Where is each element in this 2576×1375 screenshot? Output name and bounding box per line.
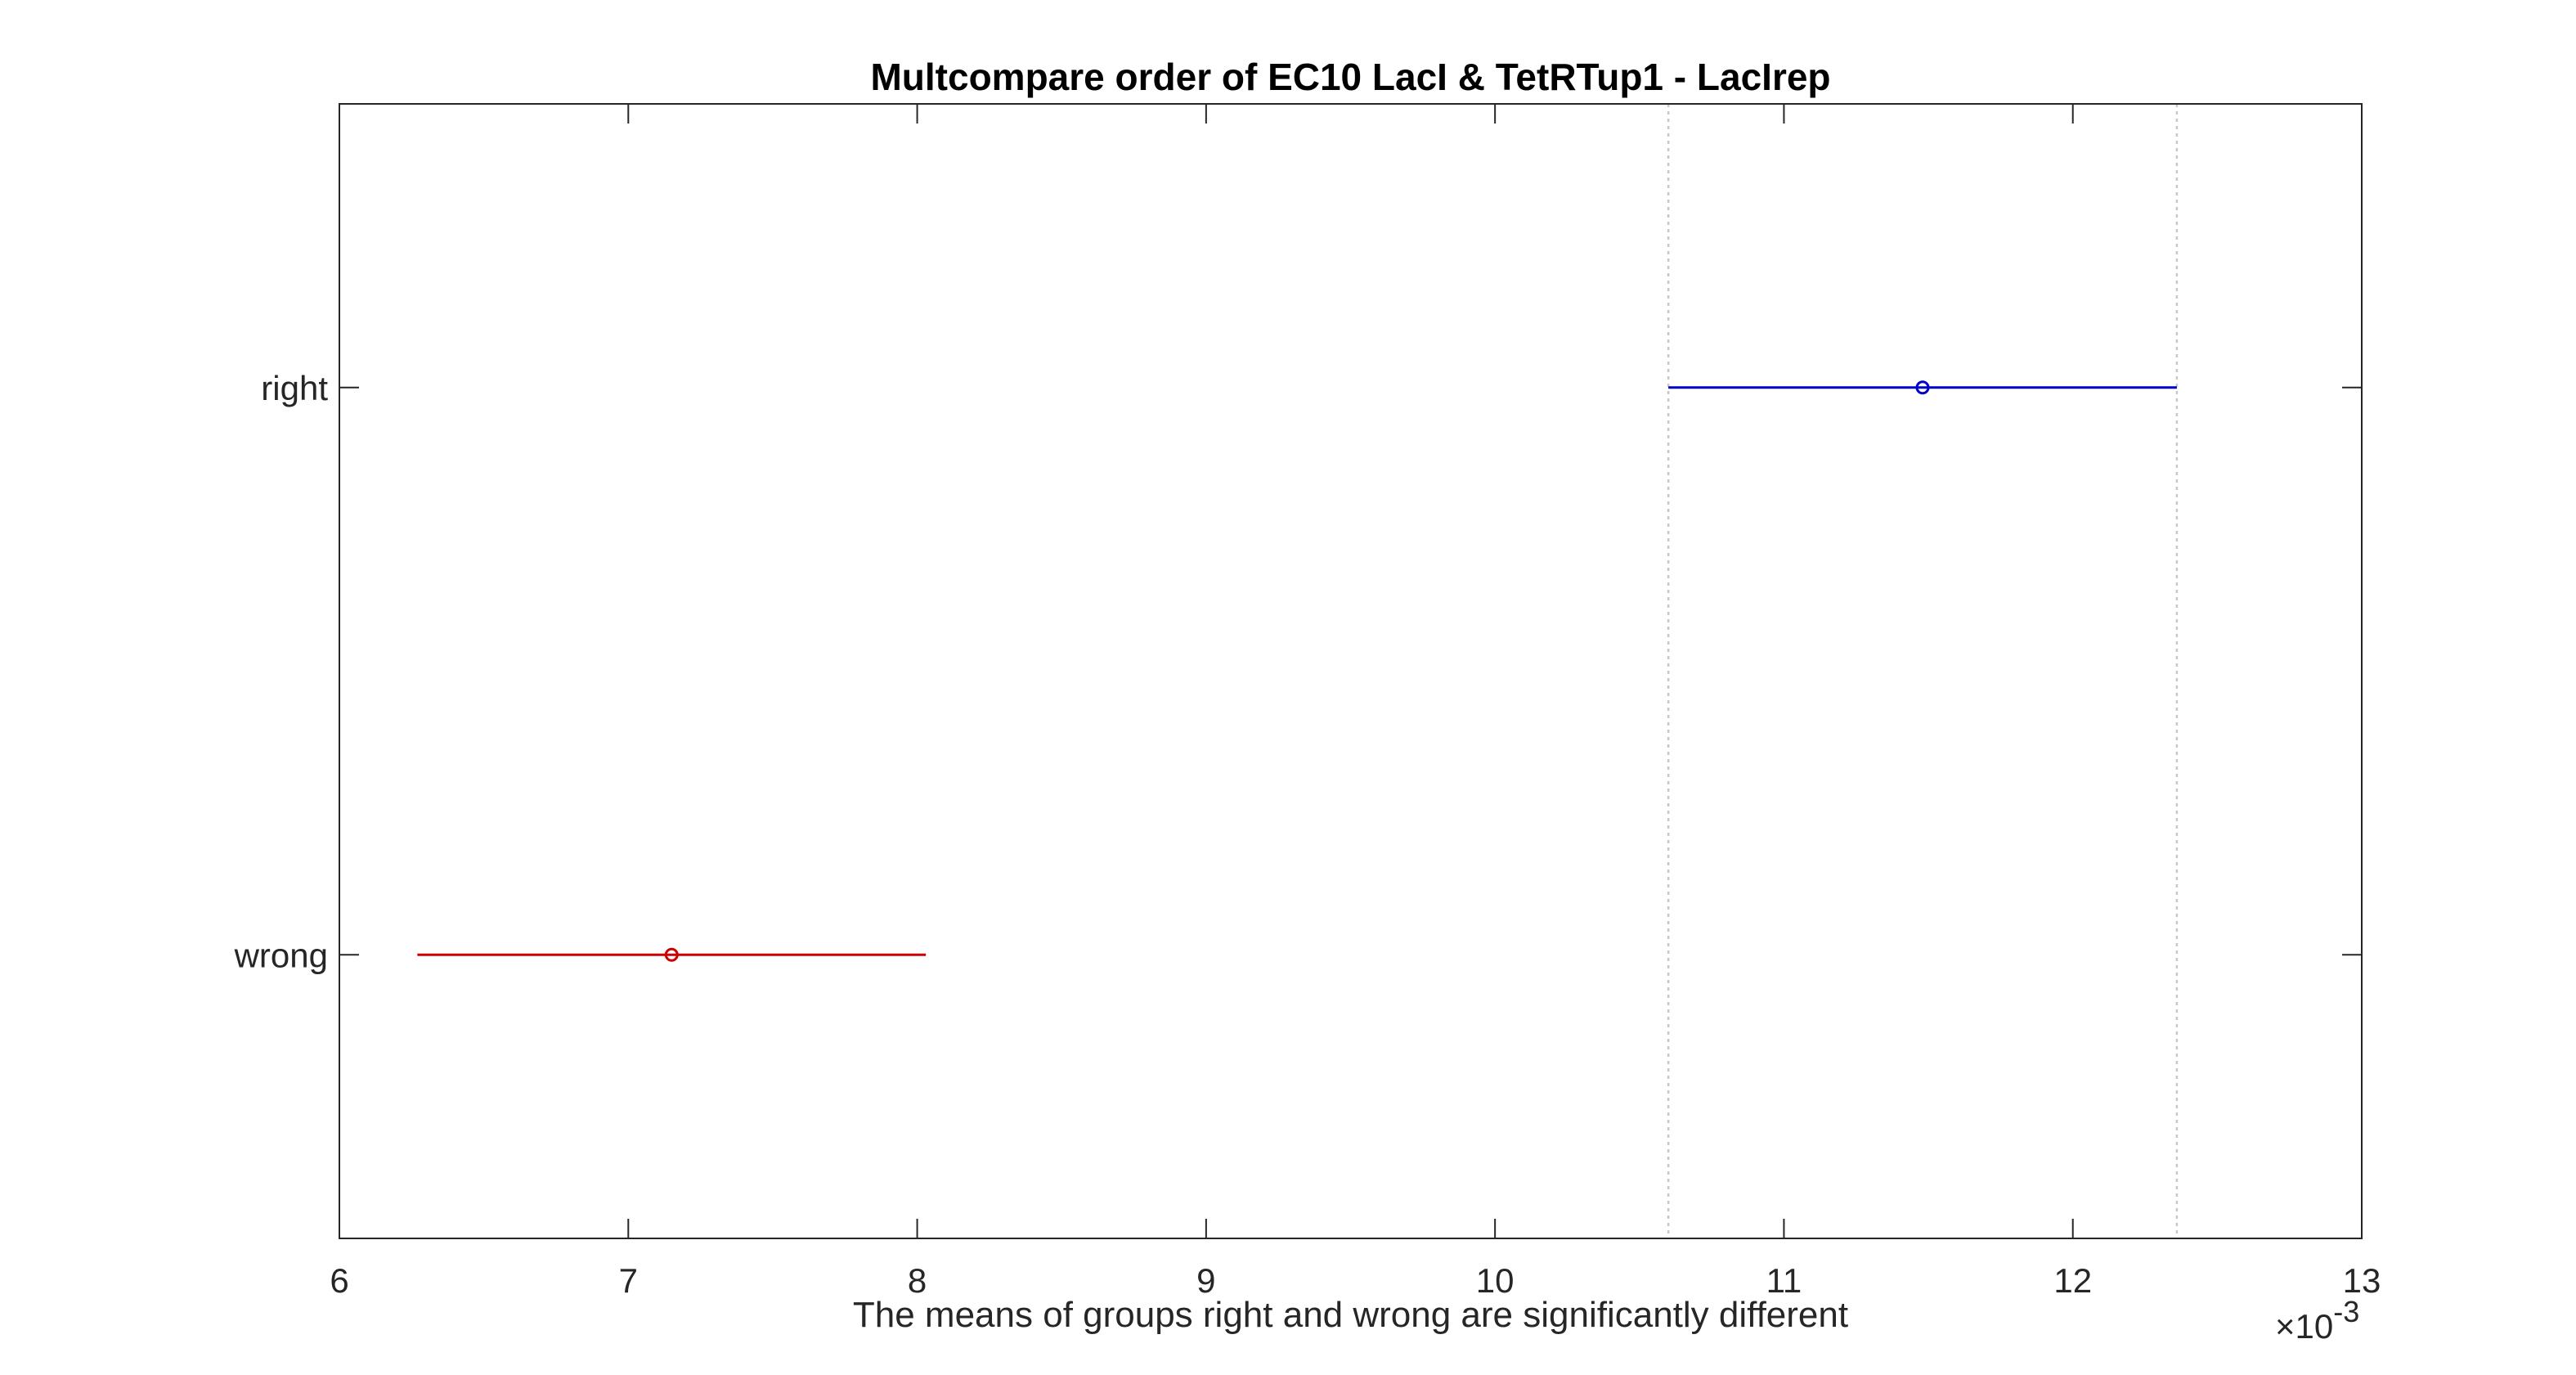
x-axis-exponent-power: -3 <box>2333 1295 2359 1328</box>
x-axis-label: The means of groups right and wrong are … <box>853 1295 1848 1335</box>
x-tick-label-11: 11 <box>1766 1261 1802 1300</box>
x-tick-label-9: 9 <box>1196 1261 1215 1300</box>
x-tick-label-12: 12 <box>2053 1261 2092 1300</box>
axes-frame <box>339 103 2363 1239</box>
reference-lines <box>1667 104 2179 1238</box>
mean-marker-wrong <box>664 947 679 962</box>
x-tick-label-7: 7 <box>619 1261 638 1300</box>
y-axis-ticks <box>339 386 2362 956</box>
x-tick-label-6: 6 <box>330 1261 348 1300</box>
x-axis-tick-labels: 6 7 8 9 10 11 12 13 <box>330 1261 2381 1300</box>
y-axis-tick-labels: right wrong <box>234 369 329 975</box>
x-axis-exponent-base: ×10 <box>2275 1307 2333 1346</box>
x-tick-label-13: 13 <box>2343 1261 2381 1300</box>
x-tick-label-10: 10 <box>1476 1261 1515 1300</box>
chart-title: Multcompare order of EC10 LacI & TetRTup… <box>870 56 1830 98</box>
mean-marker-right <box>1915 380 1930 395</box>
y-tick-label-right: right <box>261 369 328 407</box>
comparison-intervals <box>417 380 2177 962</box>
y-tick-label-wrong: wrong <box>234 936 328 974</box>
axes-box <box>339 103 2363 1239</box>
x-tick-label-8: 8 <box>908 1261 927 1300</box>
x-axis-exponent: ×10-3 <box>2275 1295 2359 1346</box>
x-axis-ticks <box>339 104 2363 1238</box>
